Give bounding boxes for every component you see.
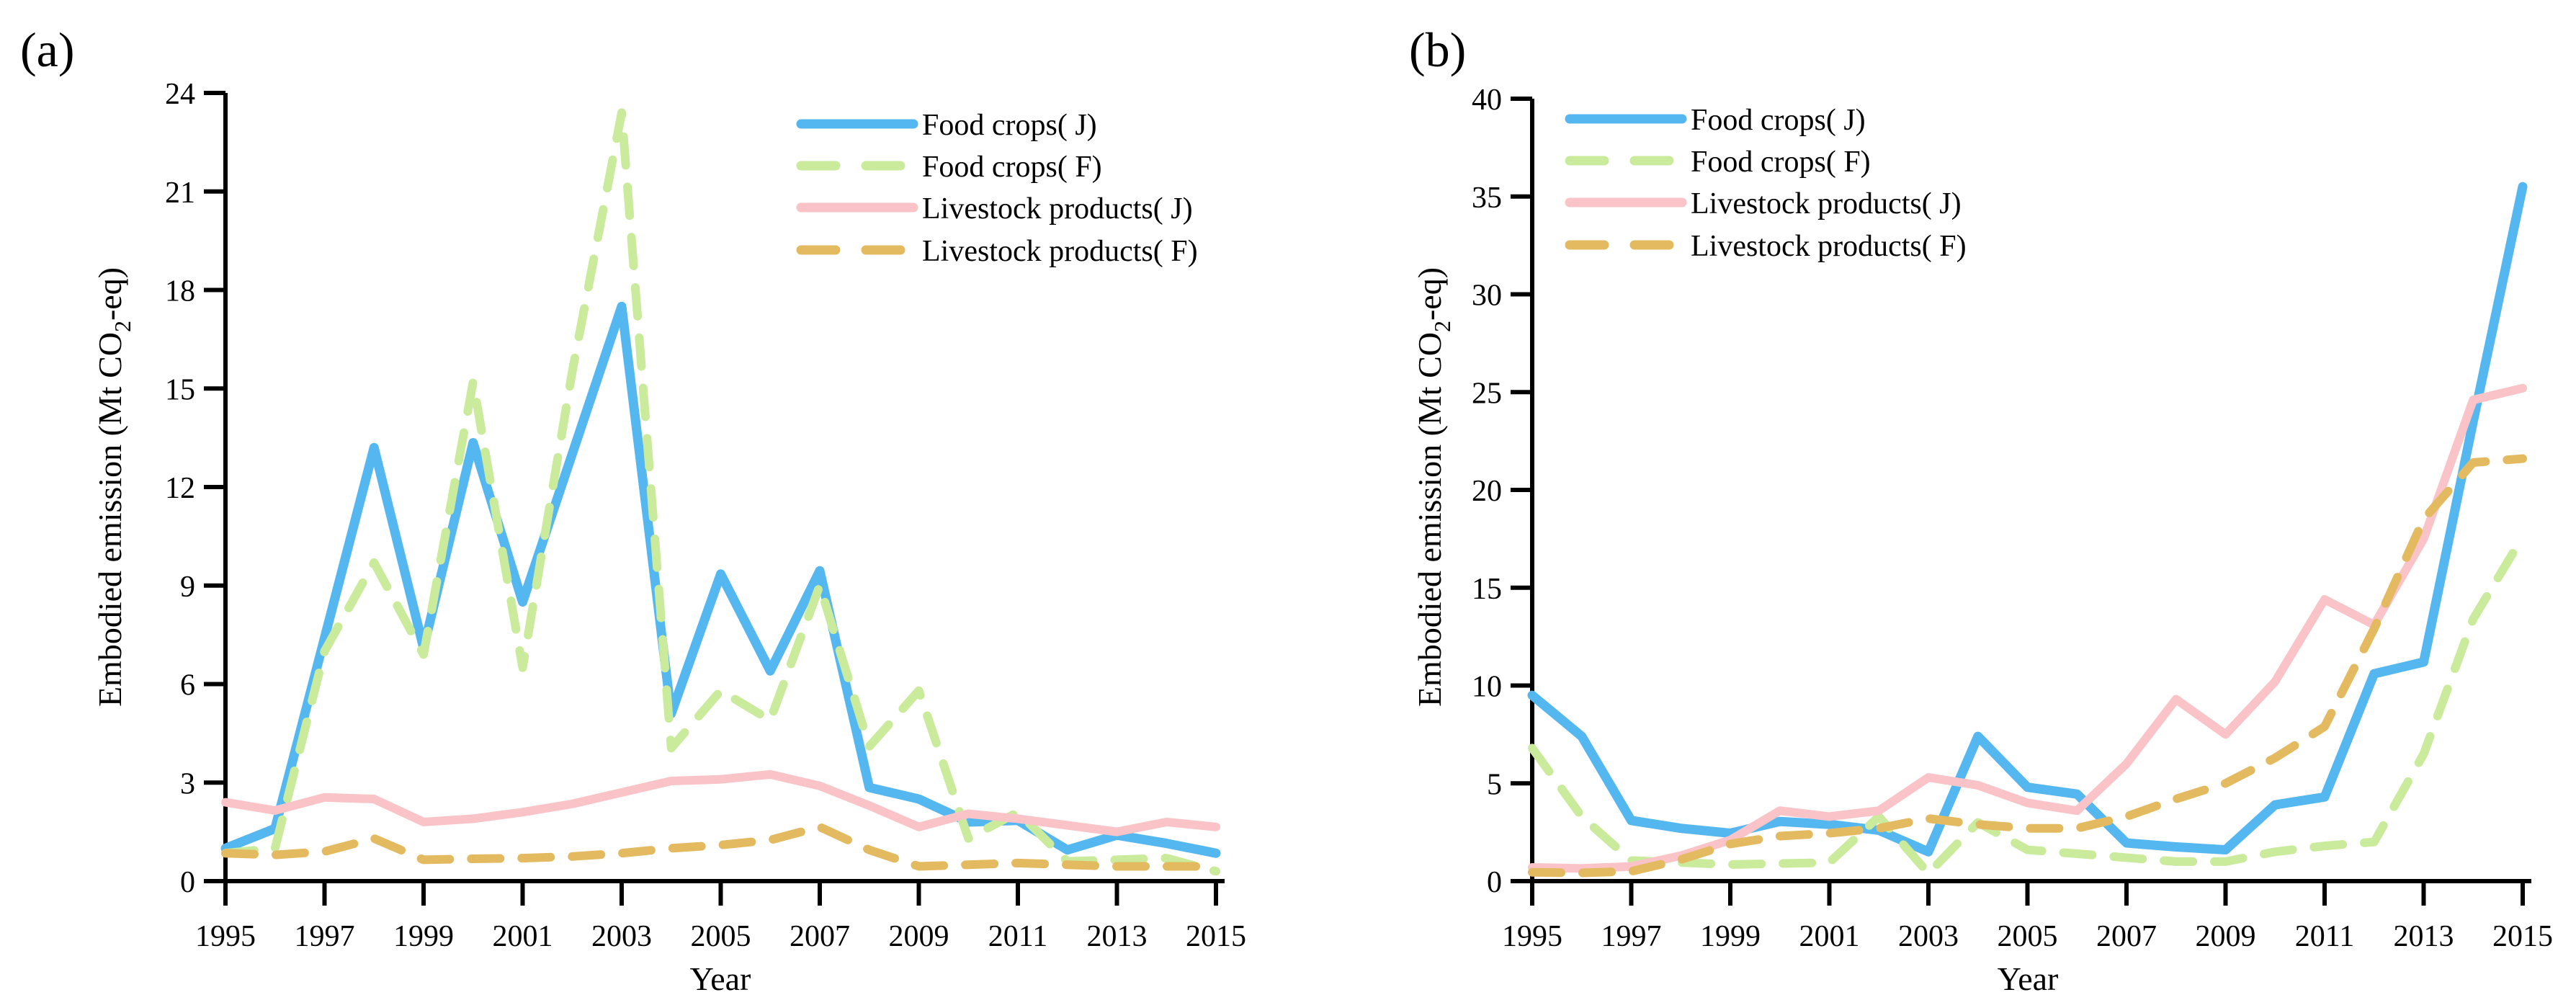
legend-label-food-crops-j: Food crops( J) bbox=[1691, 104, 1866, 137]
panel-b-label: (b) bbox=[1409, 22, 1466, 77]
x-tick-label: 2015 bbox=[1186, 920, 1246, 953]
panel-a-axes: 0 3 6 9 12 15 18 21 24 1995 1997 1999 2001 2003 2005 20… bbox=[165, 78, 1246, 953]
x-tick-label: 2003 bbox=[591, 920, 652, 953]
legend-label-livestock-j: Livestock products( J) bbox=[1691, 187, 1962, 220]
y-tick-label: 40 bbox=[1472, 84, 1502, 117]
series-line-food-crops-j bbox=[1527, 182, 2528, 857]
x-tick-label: 2003 bbox=[1898, 920, 1959, 953]
x-tick-label: 2009 bbox=[2196, 920, 2256, 953]
x-tick-label: 1995 bbox=[195, 920, 256, 953]
panel-b-legend: Food crops( J) Food crops( F) Livestock … bbox=[1565, 104, 1967, 263]
panel-b-series bbox=[1527, 182, 2528, 878]
x-tick-label: 2001 bbox=[493, 920, 553, 953]
y-tick-label: 5 bbox=[1487, 768, 1502, 801]
panel-a-y-axis-title: Embodied emission (Mt CO2-eq) bbox=[91, 267, 135, 707]
panel-b-axes: 0 5 10 15 20 25 30 35 40 1995 1997 1999 2001 2003 2005… bbox=[1472, 84, 2553, 953]
panel-b-y-axis-title: Embodied emission (Mt CO2-eq) bbox=[1411, 267, 1455, 707]
y-tick-label: 12 bbox=[165, 472, 195, 505]
x-tick-label: 2005 bbox=[691, 920, 751, 953]
y-tick-label: 15 bbox=[165, 373, 195, 406]
x-tick-label: 2011 bbox=[2295, 920, 2354, 953]
legend-label-livestock-j: Livestock products( J) bbox=[922, 192, 1193, 226]
legend-label-livestock-f: Livestock products( F) bbox=[922, 235, 1198, 268]
legend-label-food-crops-f: Food crops( F) bbox=[922, 151, 1102, 184]
panel-a: (a) 0 3 6 9 12 15 18 21 24 1995 1997 1999 2001 2003 20… bbox=[20, 22, 1246, 997]
x-tick-label: 2007 bbox=[790, 920, 850, 953]
series-line-food-crops-f bbox=[1528, 532, 2527, 878]
x-tick-label: 2015 bbox=[2492, 920, 2553, 953]
panel-a-label: (a) bbox=[20, 22, 74, 77]
x-tick-label: 1999 bbox=[1700, 920, 1761, 953]
y-tick-label: 24 bbox=[165, 78, 195, 111]
x-tick-label: 1997 bbox=[1601, 920, 1662, 953]
y-tick-label: 20 bbox=[1472, 475, 1502, 508]
x-tick-label: 2007 bbox=[2096, 920, 2157, 953]
y-tick-label: 18 bbox=[165, 275, 195, 308]
y-tick-label: 25 bbox=[1472, 377, 1502, 410]
panel-b: (b) 0 5 10 15 20 25 30 35 40 1995 1997 1999 2001 2003… bbox=[1409, 22, 2553, 997]
legend-label-livestock-f: Livestock products( F) bbox=[1691, 230, 1967, 263]
series-line-food-crops-f bbox=[221, 108, 1220, 876]
legend-label-food-crops-f: Food crops( F) bbox=[1691, 146, 1871, 179]
x-tick-label: 2013 bbox=[1087, 920, 1148, 953]
y-tick-label: 15 bbox=[1472, 573, 1502, 606]
x-tick-label: 2001 bbox=[1799, 920, 1860, 953]
y-tick-label: 0 bbox=[1487, 866, 1502, 899]
y-tick-label: 35 bbox=[1472, 182, 1502, 215]
y-tick-label: 9 bbox=[180, 571, 195, 604]
x-tick-label: 2011 bbox=[988, 920, 1047, 953]
y-tick-label: 10 bbox=[1472, 671, 1502, 704]
y-tick-label: 30 bbox=[1472, 280, 1502, 313]
x-tick-label: 1999 bbox=[393, 920, 454, 953]
panel-b-x-axis-title: Year bbox=[1998, 960, 2059, 997]
x-tick-label: 2013 bbox=[2394, 920, 2454, 953]
x-tick-label: 1997 bbox=[295, 920, 355, 953]
series-line-livestock-products-f bbox=[1528, 454, 2527, 878]
panel-a-legend: Food crops( J) Food crops( F) Livestock … bbox=[796, 109, 1198, 268]
series-line-livestock-products-j bbox=[221, 769, 1220, 836]
panel-a-x-axis-title: Year bbox=[690, 960, 751, 997]
x-tick-label: 2009 bbox=[889, 920, 949, 953]
x-tick-label: 2005 bbox=[1998, 920, 2058, 953]
panel-a-series bbox=[220, 108, 1221, 876]
x-tick-label: 1995 bbox=[1502, 920, 1562, 953]
y-tick-label: 0 bbox=[180, 866, 195, 899]
axis-spine bbox=[1530, 99, 2531, 883]
legend-label-food-crops-j: Food crops( J) bbox=[922, 109, 1097, 142]
y-tick-label: 6 bbox=[180, 669, 195, 702]
y-tick-label: 21 bbox=[165, 177, 195, 210]
series-line-food-crops-j bbox=[220, 301, 1221, 858]
y-tick-label: 3 bbox=[180, 767, 195, 800]
series-line-livestock-products-f bbox=[221, 822, 1220, 871]
